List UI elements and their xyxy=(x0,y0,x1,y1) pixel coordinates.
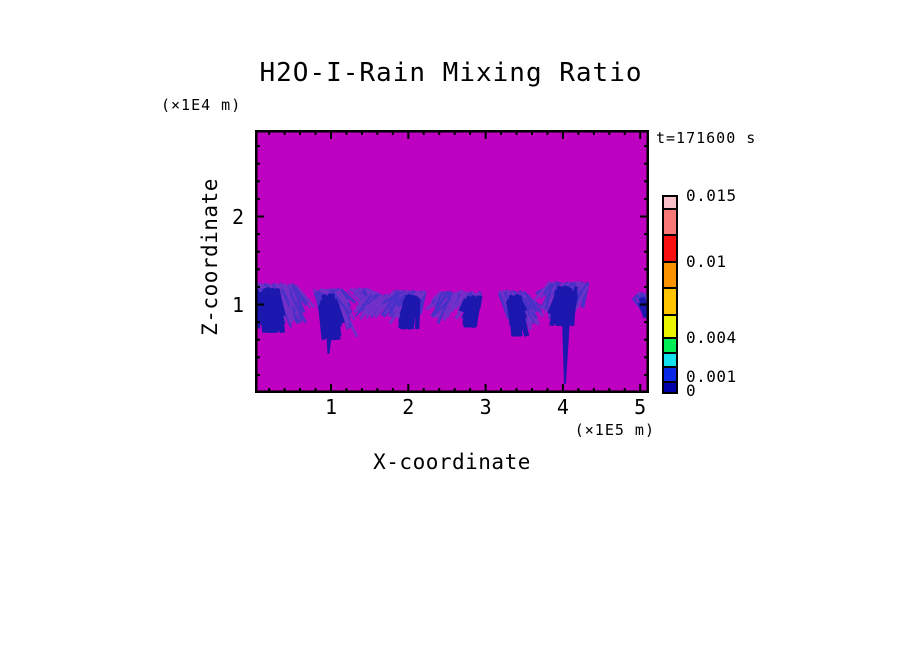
heatmap-plot xyxy=(255,130,649,393)
rain-feature xyxy=(532,280,590,384)
rain-field-group xyxy=(256,280,648,384)
rain-feature xyxy=(373,289,427,330)
time-annotation: t=171600 s xyxy=(656,129,757,147)
colorbar-segment xyxy=(662,195,678,210)
colorbar-segment xyxy=(662,381,678,394)
x-tick-label: 2 xyxy=(402,395,415,419)
rain-feature xyxy=(256,282,316,334)
colorbar-segment xyxy=(662,261,678,289)
colorbar-tick-label: 0 xyxy=(686,381,697,400)
colorbar-segment xyxy=(662,234,678,263)
colorbar-segment xyxy=(662,352,678,368)
field-background xyxy=(255,130,649,393)
rain-feature xyxy=(425,289,483,328)
colorbar-segment xyxy=(662,366,678,383)
colorbar-tick-label: 0.004 xyxy=(686,328,737,347)
rain-shaft xyxy=(561,317,570,384)
x-tick-label: 3 xyxy=(479,395,492,419)
x-tick-label: 1 xyxy=(324,395,338,419)
rain-feature xyxy=(498,289,545,337)
x-axis-title: X-coordinate xyxy=(373,450,531,474)
x-tick-label: 5 xyxy=(634,395,647,419)
y-tick-label: 1 xyxy=(231,292,244,317)
colorbar-tick-label: 0.001 xyxy=(686,367,737,386)
y-tick-label: 2 xyxy=(231,204,244,229)
colorbar-segment xyxy=(662,208,678,236)
heatmap-plot-area xyxy=(255,130,649,393)
x-tick-label: 4 xyxy=(556,395,569,419)
rain-shaft xyxy=(325,326,333,354)
colorbar-segment xyxy=(662,287,678,316)
colorbar xyxy=(662,195,678,394)
colorbar-segment xyxy=(662,314,678,339)
colorbar-tick-label: 0.015 xyxy=(686,186,737,205)
plot-frame xyxy=(255,130,649,393)
x-axis-unit-label: (×1E5 m) xyxy=(574,421,655,439)
colorbar-segment xyxy=(662,337,678,354)
colorbar-tick-label: 0.01 xyxy=(686,252,727,271)
y-axis-unit-label: (×1E4 m) xyxy=(161,96,242,114)
rain-feature xyxy=(312,287,359,354)
chart-title: H2O-I-Rain Mixing Ratio xyxy=(259,58,643,88)
